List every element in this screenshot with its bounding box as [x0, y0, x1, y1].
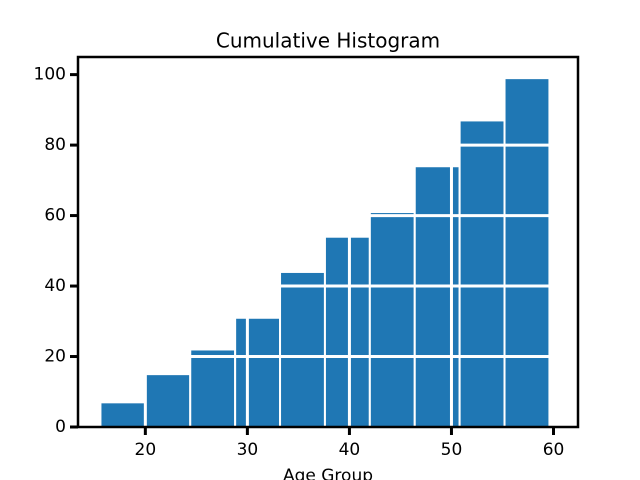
x-tick-label: 40	[339, 440, 361, 460]
y-tick-label: 100	[34, 65, 66, 85]
chart-title: Cumulative Histogram	[216, 29, 440, 53]
y-tick-label: 80	[44, 135, 66, 155]
bar	[368, 211, 416, 428]
x-tick-label: 60	[543, 440, 565, 460]
y-tick-label: 0	[55, 417, 66, 437]
bar	[503, 77, 551, 429]
bar	[323, 235, 371, 428]
bar	[458, 119, 506, 429]
x-tick-label: 50	[441, 440, 463, 460]
y-tick-label: 60	[44, 206, 66, 226]
x-tick-label: 30	[237, 440, 259, 460]
bar	[99, 401, 147, 429]
y-tick-label: 40	[44, 276, 66, 296]
bar	[234, 316, 282, 428]
x-axis-label: Age Group	[283, 466, 373, 480]
y-tick-label: 20	[44, 347, 66, 367]
plot-frame	[76, 55, 580, 429]
bar	[144, 373, 192, 428]
x-tick-label: 20	[135, 440, 157, 460]
bar	[189, 348, 237, 429]
bar	[279, 270, 326, 429]
